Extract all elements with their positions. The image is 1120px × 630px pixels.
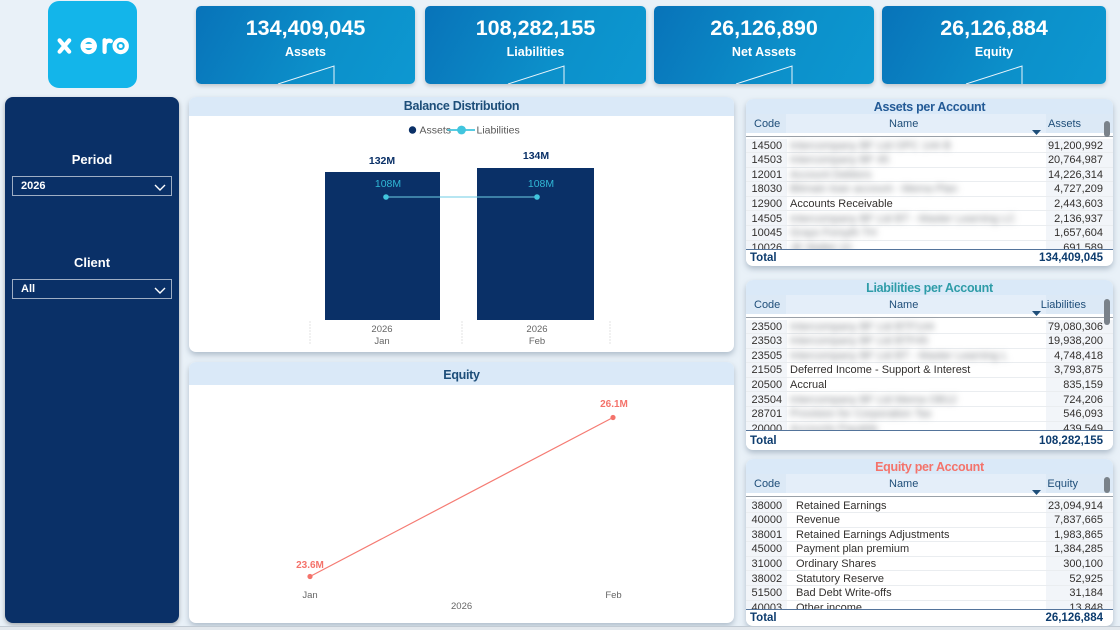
svg-text:108M: 108M [375, 178, 401, 190]
svg-text:2026: 2026 [371, 324, 392, 335]
svg-text:Jan: Jan [302, 590, 317, 601]
svg-text:132M: 132M [369, 155, 396, 167]
svg-text:Liabilities: Liabilities [477, 125, 520, 137]
svg-text:23.6M: 23.6M [296, 560, 324, 571]
svg-text:2026: 2026 [526, 324, 547, 335]
svg-text:Feb: Feb [529, 336, 545, 347]
svg-text:26.1M: 26.1M [600, 399, 628, 410]
svg-text:Assets: Assets [420, 125, 452, 137]
svg-text:Feb: Feb [605, 590, 621, 601]
svg-text:Jan: Jan [374, 336, 389, 347]
svg-text:108M: 108M [528, 178, 554, 190]
svg-text:134M: 134M [523, 150, 550, 162]
